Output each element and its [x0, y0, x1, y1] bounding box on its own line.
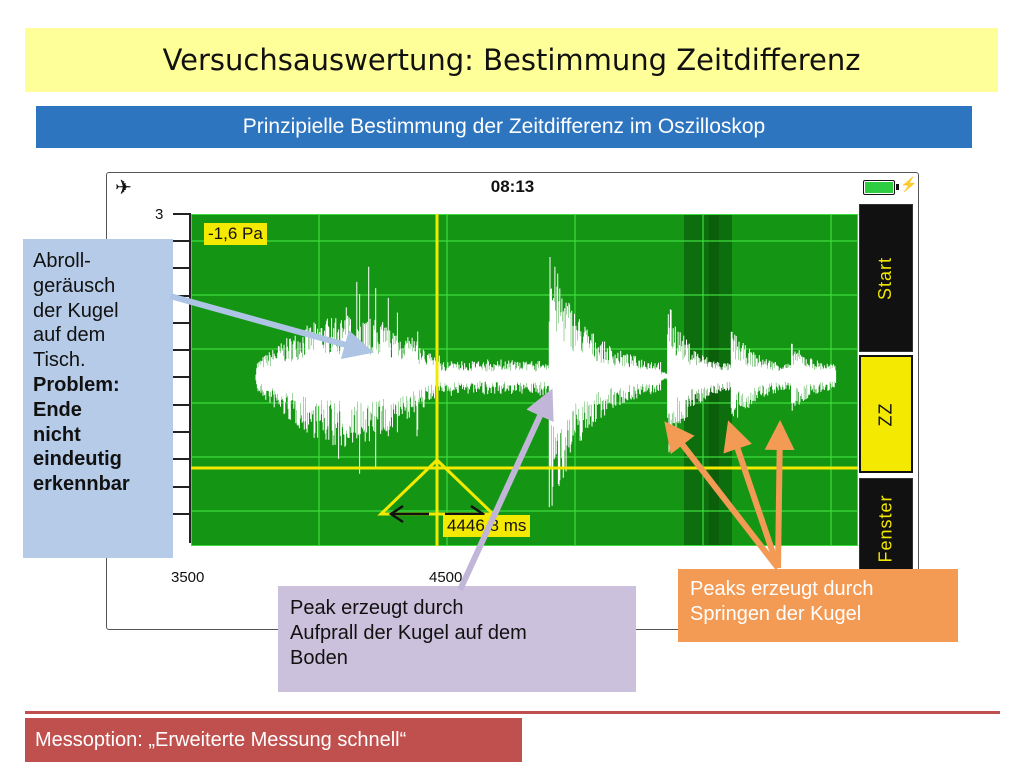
- fenster-button-label: Fenster: [875, 493, 896, 563]
- left-arrow-icon: [388, 504, 429, 524]
- slide-title-bar: Versuchsauswertung: Bestimmung Zeitdiffe…: [25, 28, 998, 92]
- time-difference-label: 4446,8 ms: [443, 515, 531, 537]
- callout-line-bold: erkennbar: [33, 473, 130, 496]
- callout-line-bold: Ende: [33, 398, 82, 421]
- x-tick-label-3500: 3500: [171, 569, 205, 586]
- callout-line: Tisch.: [33, 349, 86, 372]
- callout-line: auf dem: [33, 324, 106, 347]
- footer-text: Messoption: „Erweiterte Messung schnell“: [35, 728, 407, 751]
- y-tick: [173, 240, 189, 242]
- subtitle: Prinzipielle Bestimmung der Zeitdifferen…: [242, 115, 766, 138]
- callout-line: Peak erzeugt durch: [290, 597, 464, 619]
- start-button-label: Start: [875, 256, 896, 300]
- y-tick: [173, 513, 189, 515]
- callout-impact-peak: Peak erzeugt durch Aufprall der Kugel au…: [278, 586, 636, 692]
- charging-icon: ⚡: [900, 176, 918, 192]
- callout-line: Aufprall der Kugel auf dem: [290, 621, 527, 644]
- callout-line: geräusch: [33, 274, 116, 297]
- footer-bar: Messoption: „Erweiterte Messung schnell“: [25, 718, 522, 762]
- y-axis: [189, 213, 191, 543]
- callout-line-bold: eindeutig: [33, 448, 122, 471]
- start-button[interactable]: Start: [859, 204, 913, 352]
- y-tick: [173, 322, 189, 324]
- cursor-value-label: -1,6 Pa: [204, 223, 267, 245]
- phone-screenshot: ✈ 08:13 ⚡ 3 3500 4500 -1,6 Pa 4446,8 ms …: [106, 172, 919, 630]
- y-tick: [173, 213, 189, 215]
- zz-button[interactable]: ZZ: [859, 355, 913, 473]
- subtitle-bar: Prinzipielle Bestimmung der Zeitdifferen…: [36, 106, 972, 148]
- airplane-icon: ✈: [115, 177, 132, 199]
- status-bar: ✈ 08:13 ⚡: [107, 173, 918, 203]
- oscilloscope-plot[interactable]: [191, 214, 858, 546]
- battery-icon: [863, 180, 899, 195]
- y-tick: [173, 349, 189, 351]
- callout-line-bold: Problem:: [33, 373, 120, 396]
- y-tick: [173, 267, 189, 269]
- x-tick-label-4500: 4500: [429, 569, 463, 586]
- zz-button-label: ZZ: [875, 402, 896, 426]
- y-tick: [173, 295, 189, 297]
- callout-line: Peaks erzeugt durch: [690, 578, 874, 600]
- oscilloscope-graph: [191, 214, 858, 546]
- y-tick: [173, 376, 189, 378]
- callout-rolling-noise: Abroll- geräusch der Kugel auf dem Tisch…: [23, 239, 173, 558]
- y-tick: [173, 431, 189, 433]
- y-tick: [173, 404, 189, 406]
- footer-divider: [25, 711, 1000, 714]
- y-tick-label: 3: [155, 206, 164, 223]
- callout-line-bold: nicht: [33, 423, 81, 446]
- fenster-button[interactable]: Fenster: [859, 478, 913, 578]
- callout-line: Boden: [290, 646, 348, 669]
- status-time: 08:13: [490, 177, 535, 196]
- callout-bounce-peaks: Peaks erzeugt durch Springen der Kugel: [678, 569, 958, 642]
- y-tick: [173, 458, 189, 460]
- y-tick: [173, 486, 189, 488]
- callout-line: der Kugel: [33, 299, 119, 322]
- callout-line: Abroll-: [33, 250, 91, 272]
- callout-line: Springen der Kugel: [690, 602, 862, 625]
- waveform: [255, 257, 837, 508]
- slide-title: Versuchsauswertung: Bestimmung Zeitdiffe…: [162, 43, 861, 77]
